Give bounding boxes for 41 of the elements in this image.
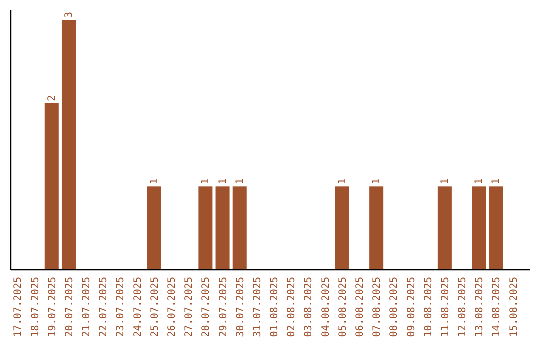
x-tick-label: 26.07.2025 xyxy=(167,277,178,338)
data-label: 1 xyxy=(149,178,160,185)
x-tick-label: 08.08.2025 xyxy=(389,277,400,338)
data-label: 1 xyxy=(372,178,383,185)
data-label: 1 xyxy=(200,178,212,185)
x-tick-label: 23.07.2025 xyxy=(116,277,127,338)
data-label: 1 xyxy=(491,178,502,185)
x-tick-label: 02.08.2025 xyxy=(286,277,298,338)
x-tick-label: 01.08.2025 xyxy=(270,277,281,338)
x-tick-label: 15.08.2025 xyxy=(508,277,520,338)
x-tick-label: 18.07.2025 xyxy=(30,277,42,338)
x-tick-label: 12.08.2025 xyxy=(458,277,469,338)
x-tick-label: 10.08.2025 xyxy=(423,277,434,338)
x-tick-label: 14.08.2025 xyxy=(492,277,503,338)
x-tick-label: 07.08.2025 xyxy=(372,277,384,338)
data-label: 1 xyxy=(440,178,451,185)
x-tick-label: 04.08.2025 xyxy=(320,277,332,338)
x-tick-label: 11.08.2025 xyxy=(440,277,452,338)
x-tick-label: 21.07.2025 xyxy=(82,277,93,338)
x-tick-label: 13.08.2025 xyxy=(474,277,486,338)
x-tick-label: 24.07.2025 xyxy=(132,277,144,338)
x-tick-label: 25.07.2025 xyxy=(150,277,161,338)
x-tick-label: 20.07.2025 xyxy=(64,277,76,338)
x-tick-label: 31.07.2025 xyxy=(252,277,264,338)
data-label: 1 xyxy=(474,178,486,185)
data-label: 2 xyxy=(46,95,58,102)
data-label: 1 xyxy=(234,178,246,185)
x-tick-label: 28.07.2025 xyxy=(201,277,212,338)
x-tick-label: 06.08.2025 xyxy=(354,277,366,338)
x-tick-label: 22.07.2025 xyxy=(98,277,110,338)
x-tick-label: 03.08.2025 xyxy=(304,277,315,338)
x-tick-label: 05.08.2025 xyxy=(338,277,349,338)
data-label: 3 xyxy=(64,12,75,18)
x-tick-label: 17.07.2025 xyxy=(13,277,24,338)
x-tick-label: 29.07.2025 xyxy=(218,277,230,338)
x-tick-label: 09.08.2025 xyxy=(406,277,418,338)
x-tick-label: 30.07.2025 xyxy=(235,277,246,338)
data-label: 1 xyxy=(337,178,348,185)
data-label: 1 xyxy=(218,178,229,185)
x-tick-label: 19.07.2025 xyxy=(47,277,58,338)
x-tick-label: 27.07.2025 xyxy=(184,277,196,338)
